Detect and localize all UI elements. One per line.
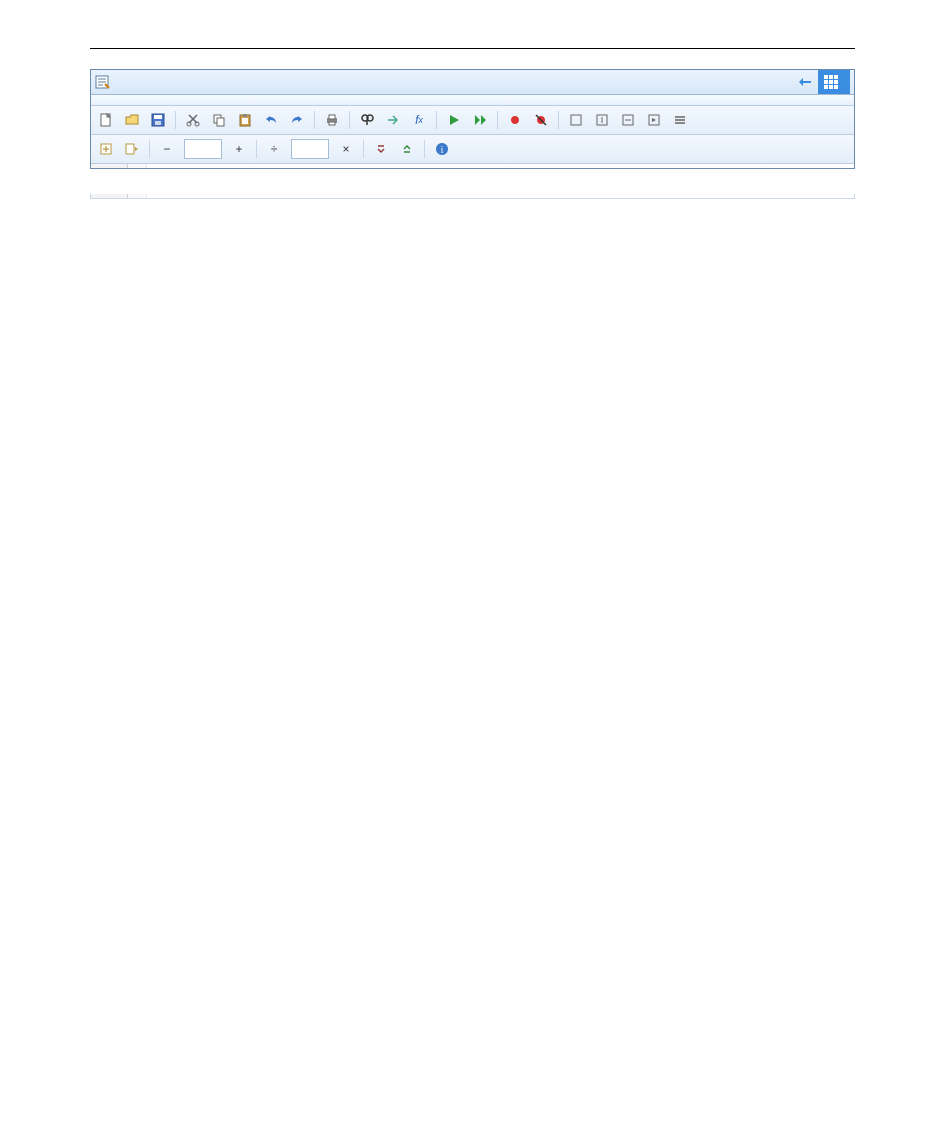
save-icon[interactable] — [147, 109, 169, 131]
app-switch-icon[interactable] — [792, 75, 818, 89]
titlebar — [91, 70, 854, 95]
line-gutter — [91, 194, 128, 198]
info-icon[interactable]: i — [431, 138, 453, 160]
step-out-icon[interactable] — [617, 109, 639, 131]
editor-icon — [95, 74, 111, 90]
divide-icon[interactable]: ÷ — [263, 138, 285, 160]
menu-go[interactable] — [145, 98, 157, 102]
svg-text:i: i — [441, 145, 444, 156]
page-header — [0, 0, 945, 48]
cell-eval-icon[interactable] — [95, 138, 117, 160]
menu-help[interactable] — [241, 98, 253, 102]
page-rule — [90, 48, 855, 49]
menu-tools[interactable] — [177, 98, 189, 102]
run-advance-icon[interactable] — [469, 109, 491, 131]
cell-up-icon[interactable] — [370, 138, 392, 160]
editor-window: fx − + ÷ × i — [90, 69, 855, 169]
toolbar-cell: − + ÷ × i — [91, 135, 854, 164]
code-area-2[interactable] — [91, 194, 854, 198]
breakpoint-gutter — [128, 194, 147, 198]
code-continuation — [90, 194, 855, 199]
step-icon[interactable] — [565, 109, 587, 131]
step-in-icon[interactable] — [591, 109, 613, 131]
code-area-1[interactable] — [91, 164, 854, 168]
function-icon[interactable]: fx — [408, 109, 430, 131]
menu-desktop[interactable] — [209, 98, 221, 102]
line-gutter — [91, 164, 128, 168]
redo-icon[interactable] — [286, 109, 308, 131]
menu-window[interactable] — [225, 98, 237, 102]
print-icon[interactable] — [321, 109, 343, 131]
code-text[interactable] — [147, 194, 177, 198]
minus-icon[interactable]: − — [156, 138, 178, 160]
continue-icon[interactable] — [643, 109, 665, 131]
increment-field-2[interactable] — [291, 139, 329, 159]
toolbar-main: fx — [91, 106, 854, 135]
multiply-icon[interactable]: × — [335, 138, 357, 160]
code-text[interactable] — [147, 164, 177, 168]
increment-field-1[interactable] — [184, 139, 222, 159]
run-icon[interactable] — [443, 109, 465, 131]
open-file-icon[interactable] — [121, 109, 143, 131]
menu-cell[interactable] — [161, 98, 173, 102]
cut-icon[interactable] — [182, 109, 204, 131]
stack-icon[interactable] — [669, 109, 691, 131]
plus-icon[interactable]: + — [228, 138, 250, 160]
clear-bp-icon[interactable] — [530, 109, 552, 131]
find-icon[interactable] — [356, 109, 378, 131]
breakpoint-gutter — [128, 164, 147, 168]
copy-icon[interactable] — [208, 109, 230, 131]
cell-down-icon[interactable] — [396, 138, 418, 160]
menu-debug[interactable] — [193, 98, 205, 102]
undo-icon[interactable] — [260, 109, 282, 131]
goto-icon[interactable] — [382, 109, 404, 131]
grid-icon — [824, 75, 838, 89]
desktop-widget[interactable] — [818, 70, 850, 94]
paste-icon[interactable] — [234, 109, 256, 131]
menu-text[interactable] — [129, 98, 141, 102]
cell-eval-advance-icon[interactable] — [121, 138, 143, 160]
breakpoint-icon[interactable] — [504, 109, 526, 131]
menu-edit[interactable] — [113, 98, 125, 102]
menu-file[interactable] — [97, 98, 109, 102]
menubar — [91, 95, 854, 106]
new-file-icon[interactable] — [95, 109, 117, 131]
